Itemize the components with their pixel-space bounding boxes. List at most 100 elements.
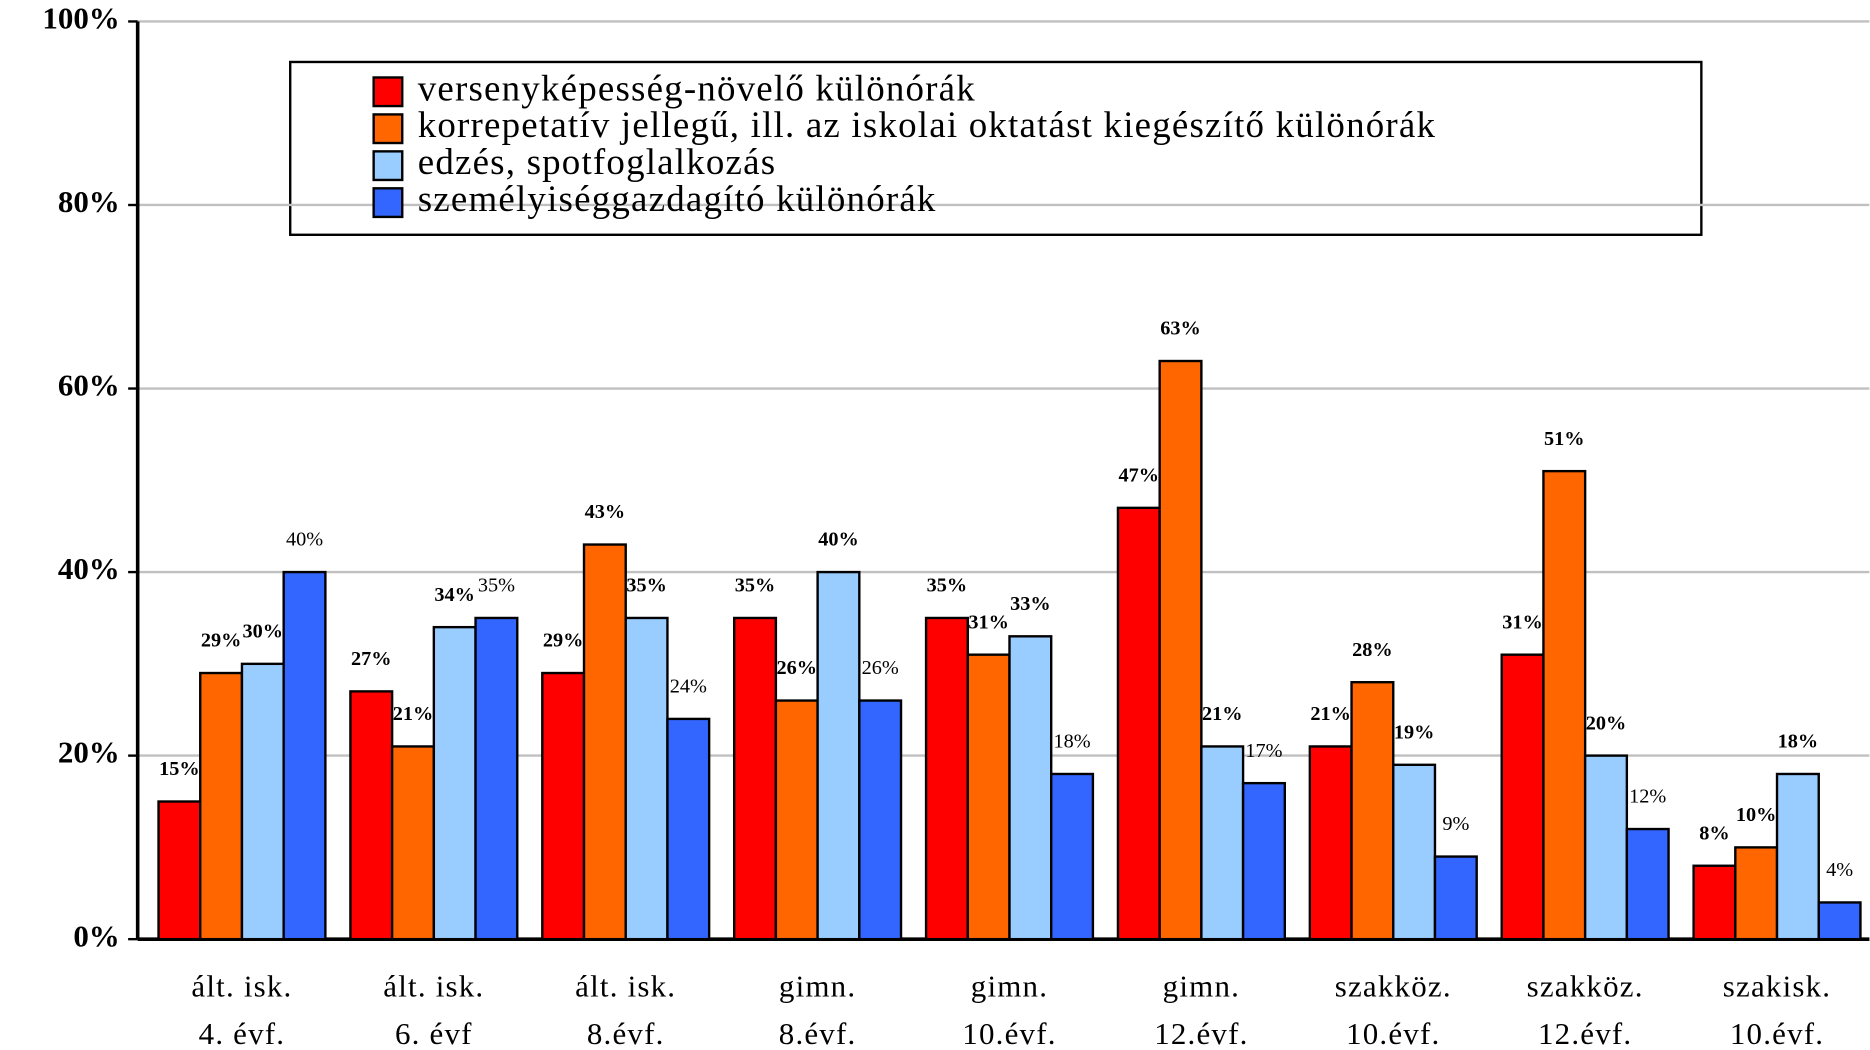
x-tick-label: szakköz. <box>1527 968 1644 1003</box>
data-label: 40% <box>818 529 859 551</box>
data-label: 18% <box>1053 731 1090 753</box>
bar <box>1433 855 1478 941</box>
x-tick-label: ált. isk. <box>383 968 484 1003</box>
x-tick-label: gimn. <box>779 968 856 1003</box>
x-tick-label: szakköz. <box>1335 968 1452 1003</box>
data-label: 26% <box>862 657 899 679</box>
bar <box>966 653 1011 941</box>
data-label: 21% <box>393 703 434 725</box>
bar <box>1308 745 1353 941</box>
legend-label: edzés, spotfoglalkozás <box>418 141 777 182</box>
x-tick-label: 12.évf. <box>1538 1016 1632 1050</box>
x-tick-label: ált. isk. <box>575 968 676 1003</box>
data-label: 35% <box>478 575 515 597</box>
bar <box>924 616 969 941</box>
data-label: 10% <box>1736 804 1777 826</box>
data-label: 18% <box>1778 731 1819 753</box>
bar <box>1817 901 1862 941</box>
bar <box>1200 745 1245 941</box>
bar <box>582 543 627 941</box>
x-tick-label: 4. évf. <box>199 1016 286 1050</box>
bar <box>1050 772 1095 941</box>
data-label: 63% <box>1160 318 1201 340</box>
data-label: 9% <box>1442 813 1469 835</box>
data-label: 51% <box>1544 428 1585 450</box>
bar <box>240 662 285 941</box>
data-label: 12% <box>1629 786 1666 808</box>
y-tick-label: 20% <box>58 735 120 770</box>
bar <box>1734 846 1779 941</box>
data-label: 21% <box>1310 703 1351 725</box>
data-label: 21% <box>1202 703 1243 725</box>
x-tick-label: ált. isk. <box>191 968 292 1003</box>
x-tick-label: 12.évf. <box>1154 1016 1248 1050</box>
data-label: 43% <box>585 501 626 523</box>
x-tick-label: szakisk. <box>1723 968 1831 1003</box>
bar <box>282 570 327 941</box>
data-label: 24% <box>670 676 707 698</box>
data-label: 40% <box>286 529 323 551</box>
data-label: 19% <box>1394 721 1435 743</box>
bar <box>1241 781 1286 941</box>
y-tick-label: 0% <box>73 918 119 953</box>
legend-swatch <box>372 76 404 108</box>
bar <box>858 699 903 941</box>
x-tick-label: 6. évf <box>395 1016 473 1050</box>
bar <box>666 717 711 941</box>
bar <box>541 671 586 941</box>
data-label: 35% <box>735 575 776 597</box>
bar <box>1392 763 1437 941</box>
data-label: 29% <box>201 630 242 652</box>
data-label: 30% <box>243 621 284 643</box>
x-tick-label: gimn. <box>971 968 1048 1003</box>
bar <box>432 625 477 941</box>
data-label: 27% <box>351 648 392 670</box>
legend-label: személyiséggazdagító különórák <box>418 178 937 219</box>
data-label: 34% <box>434 584 475 606</box>
bar <box>1500 653 1545 941</box>
data-label: 17% <box>1245 740 1282 762</box>
data-label: 47% <box>1119 465 1160 487</box>
bar <box>1692 864 1737 941</box>
bar <box>732 616 778 941</box>
bar <box>1008 635 1053 941</box>
x-tick-label: 8.évf. <box>587 1016 665 1050</box>
y-tick-label: 80% <box>58 184 120 219</box>
legend-swatch <box>372 150 404 182</box>
data-label: 33% <box>1010 593 1051 615</box>
data-label: 28% <box>1352 639 1393 661</box>
data-label: 4% <box>1826 859 1853 881</box>
data-label: 35% <box>927 575 968 597</box>
bar <box>816 570 861 941</box>
bar <box>1775 772 1820 941</box>
data-label: 8% <box>1699 822 1729 844</box>
legend-label: korrepetatív jellegű, ill. az iskolai ok… <box>418 104 1436 145</box>
bar <box>199 671 244 941</box>
bar <box>1625 827 1670 941</box>
y-tick-label: 40% <box>58 551 120 586</box>
y-tick-label: 60% <box>58 368 120 403</box>
bar <box>157 800 202 941</box>
x-tick-label: 10.évf. <box>962 1016 1056 1050</box>
bar <box>1350 681 1395 941</box>
bar <box>1542 469 1587 941</box>
bar <box>1583 754 1629 941</box>
x-tick-label: 10.évf. <box>1730 1016 1824 1050</box>
bar <box>390 745 436 941</box>
legend-swatch <box>372 113 404 145</box>
bar <box>1116 506 1161 941</box>
bar <box>349 690 394 941</box>
data-label: 15% <box>159 758 200 780</box>
data-label: 31% <box>1502 611 1543 633</box>
bar <box>474 616 519 941</box>
legend-label: versenyképesség-növelő különórák <box>418 67 976 108</box>
bar <box>774 699 819 941</box>
data-label: 29% <box>543 630 584 652</box>
data-label: 31% <box>968 611 1009 633</box>
x-tick-label: 10.évf. <box>1346 1016 1440 1050</box>
x-tick-label: gimn. <box>1163 968 1240 1003</box>
legend-swatch <box>372 187 404 219</box>
bar <box>1158 359 1203 941</box>
data-label: 26% <box>776 657 817 679</box>
